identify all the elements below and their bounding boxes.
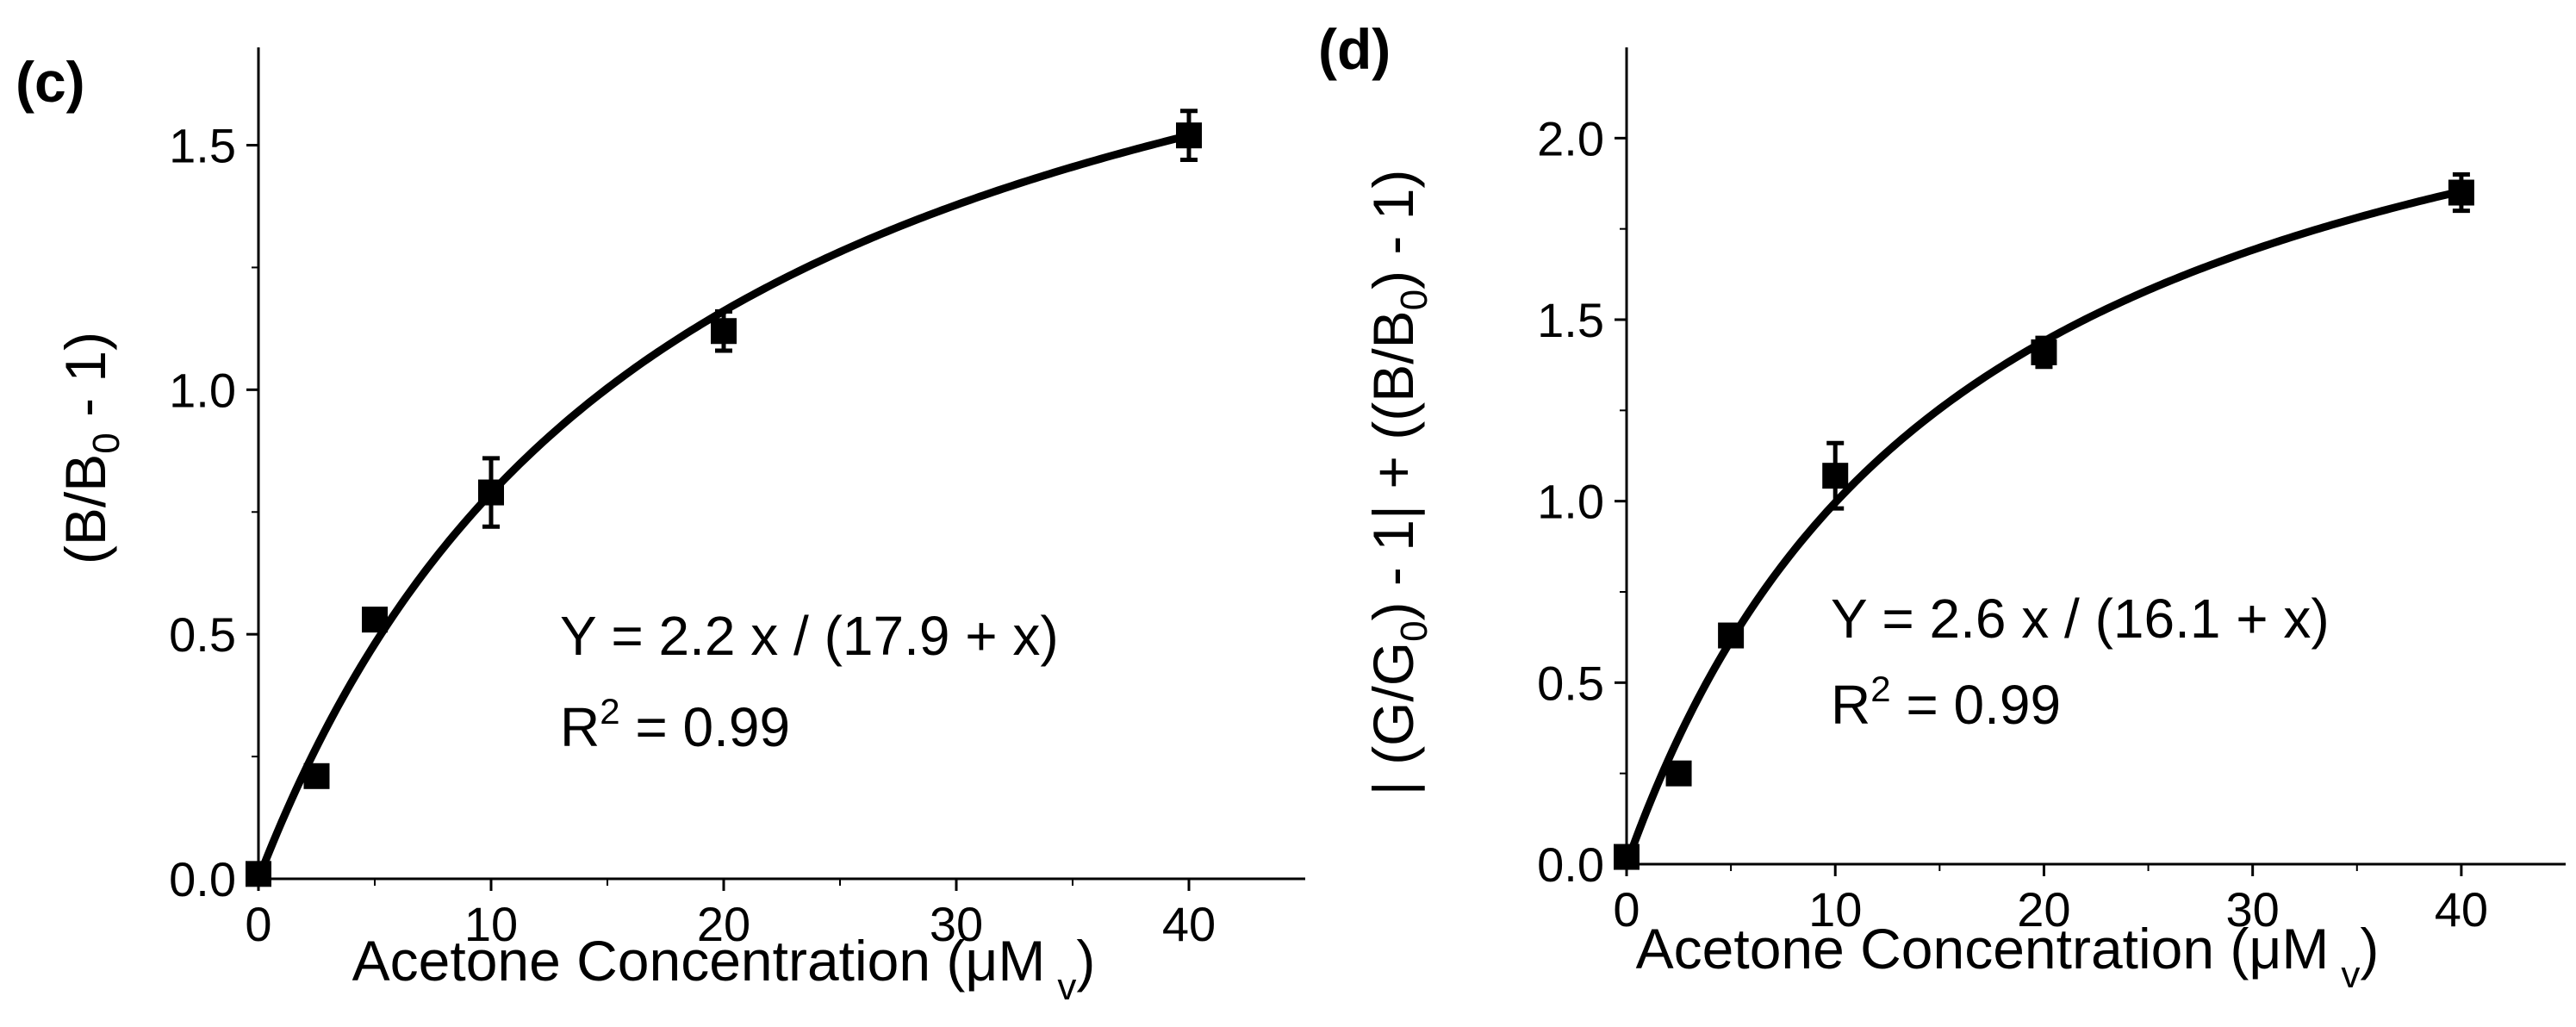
- panel-c-y-tick-label: 0.0: [169, 852, 236, 906]
- panel-c-y-tick-label: 0.5: [169, 607, 236, 662]
- panel-d-x-tick-label: 20: [2017, 882, 2070, 937]
- panel-d-y-tick-label: 1.5: [1537, 293, 1604, 347]
- panel-d: (d) | (G/G0) - 1| + ((B/B0) - 1) 0 10 20 30…: [1318, 17, 2566, 996]
- panel-d-y-axis-title: | (G/G0) - 1| + ((B/B0) - 1): [1361, 170, 1435, 796]
- panel-d-x-tick-label: 30: [2226, 882, 2280, 937]
- panel-d-r-squared: R2 = 0.99: [1831, 669, 2061, 736]
- panel-d-data-point: [1665, 760, 1692, 787]
- panel-c-fit-curve-group: [254, 131, 1193, 883]
- panel-d-fit-equation: Y = 2.6 x / (16.1 + x): [1831, 588, 2330, 650]
- panel-c-x-tick-label: 20: [697, 897, 750, 951]
- panel-d-y-tick-label: 0.5: [1537, 656, 1604, 710]
- panel-c-y-tick-label: 1.0: [169, 363, 236, 417]
- panel-d-data-point: [2448, 179, 2474, 206]
- panel-c-x-tick-label: 10: [464, 897, 518, 951]
- panel-d-data-point: [1718, 622, 1745, 649]
- panel-d-data-point: [2031, 339, 2057, 365]
- panel-c-x-tick-label: 0: [245, 897, 271, 951]
- panel-c-data-point: [711, 318, 737, 345]
- panel-d-data-point: [1614, 843, 1640, 870]
- panel-c-data-point: [246, 861, 271, 887]
- panel-c-data-points: [246, 109, 1202, 887]
- panel-d-fit-curve: [1622, 187, 2466, 868]
- panel-d-y-tick-label: 1.0: [1537, 475, 1604, 529]
- panel-c: (c) (B/B0 - 1) 0 10 20 30 40 0.0 0.5 1.0 1.5 Ace…: [16, 47, 1305, 1008]
- panel-d-label: (d): [1318, 17, 1391, 81]
- panel-d-y-tick-label: 2.0: [1537, 111, 1604, 165]
- panel-d-fit-curve-group: [1622, 187, 2466, 868]
- panel-c-y-tick-label: 1.5: [169, 119, 236, 173]
- panel-c-axes: 0 10 20 30 40 0.0 0.5 1.0 1.5: [169, 47, 1305, 951]
- panel-d-axes: 0 10 20 30 40 0.0 0.5 1.0 1.5 2.0: [1537, 47, 2566, 937]
- panel-c-data-point: [303, 762, 330, 789]
- panel-c-fit-equation: Y = 2.2 x / (17.9 + x): [560, 605, 1059, 667]
- panel-c-r-squared: R2 = 0.99: [560, 691, 790, 758]
- panel-d-x-tick-label: 10: [1808, 882, 1862, 937]
- panel-d-x-tick-label: 0: [1613, 882, 1640, 937]
- panel-d-data-points: [1614, 171, 2474, 870]
- panel-d-x-tick-label: 40: [2435, 882, 2488, 937]
- panel-c-x-tick-label: 40: [1162, 897, 1216, 951]
- panel-d-x-axis-title: Acetone Concentration (μM v): [1636, 917, 2380, 996]
- panel-d-data-point: [1822, 463, 1849, 489]
- panel-c-fit-curve: [254, 131, 1193, 883]
- panel-c-x-tick-label: 30: [930, 897, 983, 951]
- panel-c-data-point: [362, 607, 388, 633]
- panel-c-x-axis-title: Acetone Concentration (μM v): [352, 929, 1096, 1008]
- panel-c-label: (c): [16, 50, 85, 114]
- panel-d-y-tick-label: 0.0: [1537, 837, 1604, 892]
- panel-c-data-point: [478, 479, 504, 506]
- panel-c-data-point: [1176, 122, 1202, 149]
- panel-c-y-axis-title: (B/B0 - 1): [53, 332, 128, 564]
